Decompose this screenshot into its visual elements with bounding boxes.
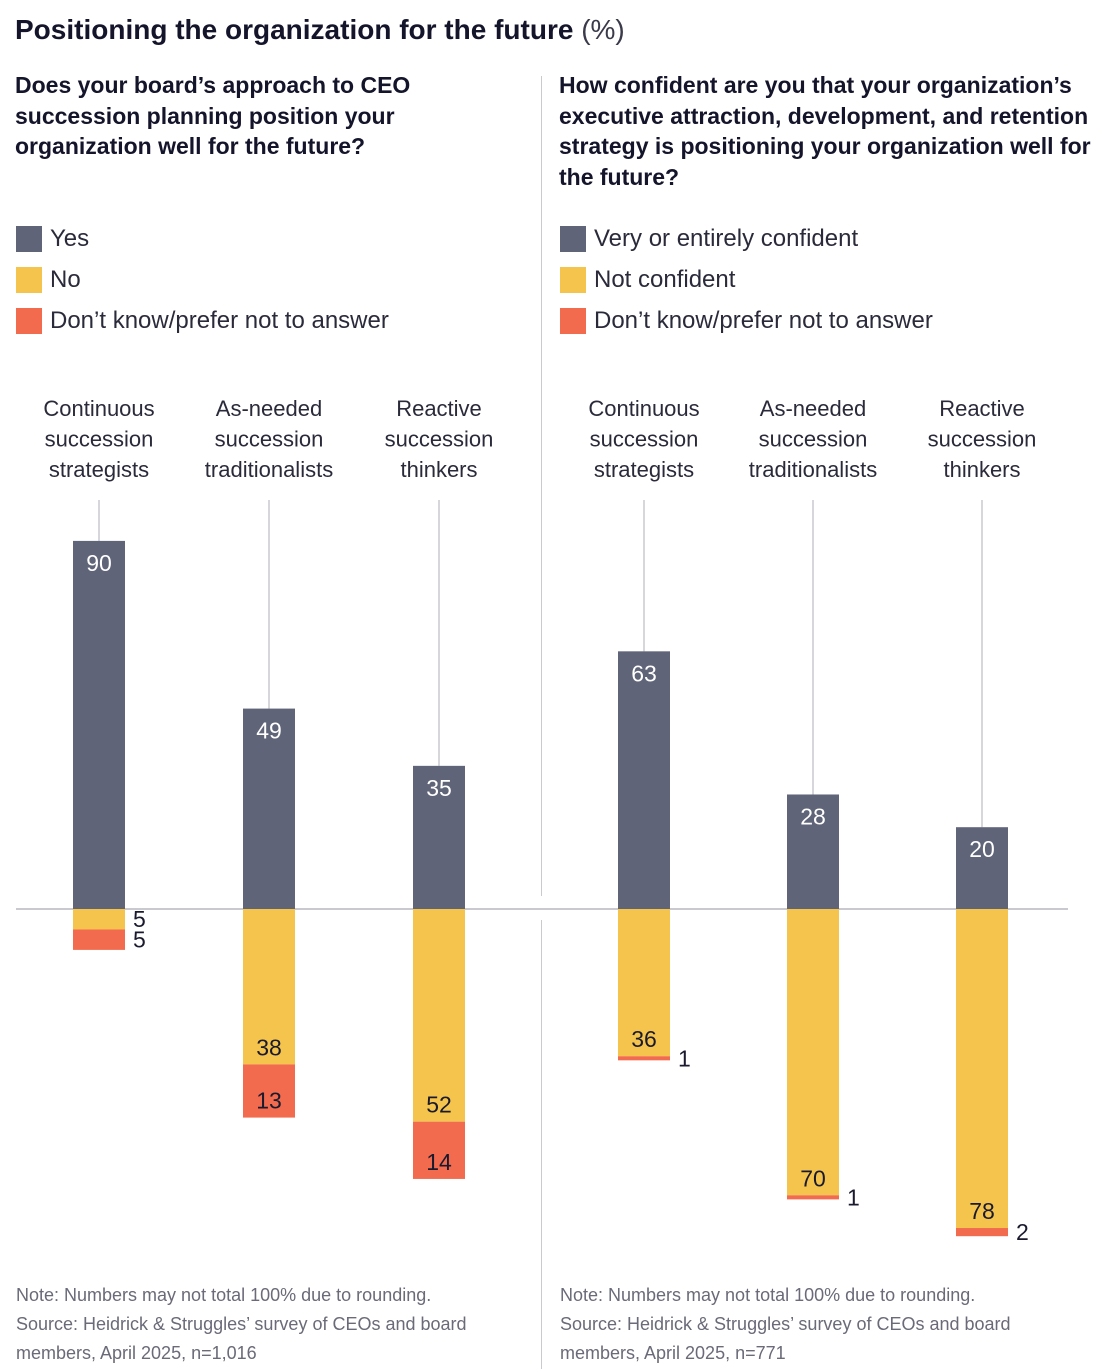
title-unit: (%) xyxy=(581,14,625,45)
category-label: As-needed succession traditionalists xyxy=(749,396,877,482)
bar-negative xyxy=(73,909,125,930)
bar-unknown-value: 13 xyxy=(256,1088,282,1114)
category-label: Reactive succession thinkers xyxy=(385,396,494,482)
bar-positive-value: 28 xyxy=(800,803,826,829)
bar-negative xyxy=(956,909,1008,1229)
legend-label: Don’t know/prefer not to answer xyxy=(50,306,389,334)
legend-swatch xyxy=(16,266,42,293)
left-notes: Note: Numbers may not total 100% due to … xyxy=(16,1281,496,1368)
bar-negative xyxy=(787,909,839,1196)
legend-swatch xyxy=(16,225,42,252)
bar-unknown xyxy=(243,1064,295,1118)
source-text: Source: Heidrick & Struggles’ survey of … xyxy=(16,1314,467,1363)
bar-unknown-value: 2 xyxy=(1016,1219,1029,1245)
category-label-line: succession xyxy=(215,427,324,452)
category-label-line: Continuous xyxy=(588,396,699,421)
category-label-line: Reactive xyxy=(396,396,482,421)
category-label: Continuous succession strategists xyxy=(43,396,154,482)
note-text: Note: Numbers may not total 100% due to … xyxy=(16,1285,432,1305)
bar-positive xyxy=(956,827,1008,909)
bar-unknown xyxy=(787,1195,839,1200)
bar-unknown-value: 1 xyxy=(847,1184,860,1210)
bar-positive-value: 63 xyxy=(631,660,657,686)
title-text: Positioning the organization for the fut… xyxy=(15,14,574,45)
category-label-line: thinkers xyxy=(943,457,1020,482)
bar-positive-value: 20 xyxy=(969,836,995,862)
category-label-line: succession xyxy=(590,427,699,452)
bar-positive xyxy=(618,651,670,909)
legend-label: Yes xyxy=(50,224,90,252)
left-legend: Yes No Don’t know/prefer not to answer xyxy=(16,218,389,341)
right-legend: Very or entirely confident Not confident… xyxy=(560,218,933,341)
legend-label: Don’t know/prefer not to answer xyxy=(594,306,933,334)
note-text: Note: Numbers may not total 100% due to … xyxy=(560,1285,976,1305)
category-label-line: strategists xyxy=(594,457,694,482)
category-label-line: traditionalists xyxy=(749,457,877,482)
bar-unknown xyxy=(413,1121,465,1179)
panel-divider xyxy=(541,920,542,1369)
legend-swatch xyxy=(16,307,42,334)
bar-positive-value: 90 xyxy=(86,550,112,576)
legend-item-dont-know: Don’t know/prefer not to answer xyxy=(16,300,389,341)
category-label-line: succession xyxy=(759,427,868,452)
bar-unknown-value: 5 xyxy=(133,927,146,953)
category-label-line: succession xyxy=(928,427,1037,452)
bar-unknown-value: 14 xyxy=(426,1149,452,1175)
legend-swatch xyxy=(560,307,586,334)
bar-negative xyxy=(413,909,465,1122)
category-label-line: As-needed xyxy=(760,396,866,421)
category-label-line: thinkers xyxy=(400,457,477,482)
category-label-line: traditionalists xyxy=(205,457,333,482)
legend-label: Not confident xyxy=(594,265,736,293)
category-label-line: succession xyxy=(45,427,154,452)
legend-item-not-confident: Not confident xyxy=(560,259,933,300)
legend-item-no: No xyxy=(16,259,389,300)
bar-negative-value: 70 xyxy=(800,1165,826,1191)
bar-positive xyxy=(73,540,125,909)
legend-item-dont-know: Don’t know/prefer not to answer xyxy=(560,300,933,341)
bar-negative-value: 78 xyxy=(969,1198,995,1224)
bar-negative-value: 36 xyxy=(631,1026,657,1052)
bar-negative-value: 38 xyxy=(256,1034,282,1060)
category-label: Reactive succession thinkers xyxy=(928,396,1037,482)
category-label-line: Continuous xyxy=(43,396,154,421)
legend-label: Very or entirely confident xyxy=(594,224,859,252)
right-notes: Note: Numbers may not total 100% due to … xyxy=(560,1281,1040,1368)
category-label-line: strategists xyxy=(49,457,149,482)
category-label-line: Reactive xyxy=(939,396,1025,421)
bar-unknown-value: 1 xyxy=(678,1045,691,1071)
bar-negative-value: 52 xyxy=(426,1092,452,1118)
left-question: Does your board’s approach to CEO succes… xyxy=(15,72,411,159)
legend-swatch xyxy=(560,225,586,252)
bar-negative xyxy=(618,909,670,1057)
legend-item-confident: Very or entirely confident xyxy=(560,218,933,259)
chart-title: Positioning the organization for the fut… xyxy=(15,12,625,48)
category-label-line: succession xyxy=(385,427,494,452)
bar-positive xyxy=(787,794,839,909)
panel-divider xyxy=(541,76,542,896)
bar-positive xyxy=(243,708,295,909)
bar-positive-value: 35 xyxy=(426,775,452,801)
bar-unknown xyxy=(73,929,125,950)
legend-label: No xyxy=(50,265,81,293)
bar-positive-value: 49 xyxy=(256,718,282,744)
source-text: Source: Heidrick & Struggles’ survey of … xyxy=(560,1314,1011,1363)
bar-unknown xyxy=(618,1056,670,1061)
legend-item-yes: Yes xyxy=(16,218,389,259)
bar-positive xyxy=(413,765,465,909)
category-label: As-needed succession traditionalists xyxy=(205,396,333,482)
bar-negative xyxy=(243,909,295,1065)
right-question: How confident are you that your organiza… xyxy=(559,72,1091,190)
bar-negative-value: 5 xyxy=(133,906,146,932)
category-label: Continuous succession strategists xyxy=(588,396,699,482)
bar-unknown xyxy=(956,1228,1008,1237)
category-label-line: As-needed xyxy=(216,396,322,421)
legend-swatch xyxy=(560,266,586,293)
